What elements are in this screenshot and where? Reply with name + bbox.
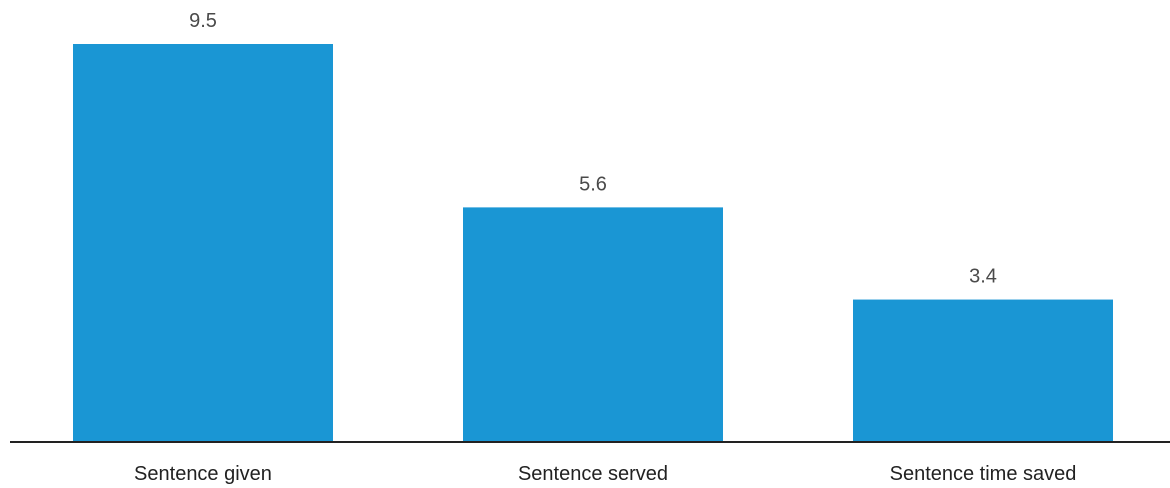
- bar-2: [853, 299, 1113, 442]
- bar-1: [463, 207, 723, 442]
- bar-0: [73, 44, 333, 442]
- bars-group: [73, 44, 1113, 442]
- category-label-1: Sentence served: [518, 463, 668, 485]
- value-labels-group: 9.5 5.6 3.4: [189, 10, 997, 288]
- bar-value-label-2: 3.4: [969, 266, 997, 288]
- category-label-0: Sentence given: [134, 463, 272, 485]
- category-labels-group: Sentence given Sentence served Sentence ti…: [134, 463, 1076, 485]
- bar-value-label-1: 5.6: [579, 173, 607, 195]
- category-label-2: Sentence time saved: [890, 463, 1077, 485]
- bar-value-label-0: 9.5: [189, 10, 217, 32]
